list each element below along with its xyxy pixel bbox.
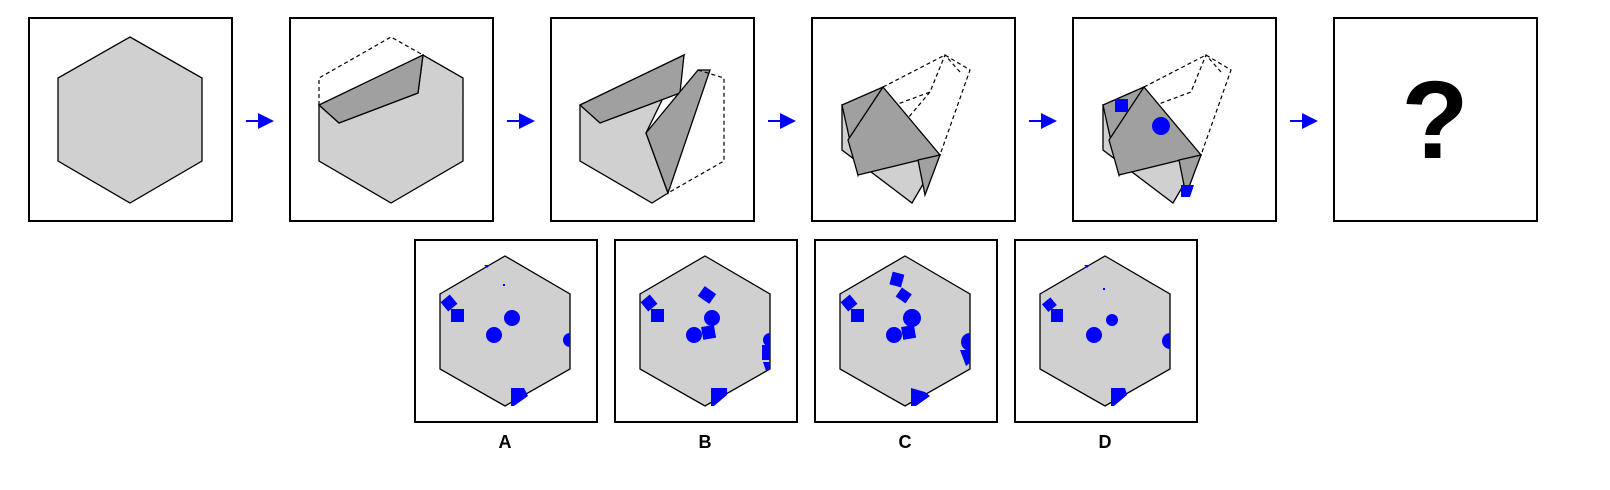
square-hole	[1115, 99, 1128, 112]
square-hole	[960, 350, 970, 366]
circle-hole	[504, 310, 520, 326]
circle-hole	[1106, 314, 1118, 326]
square-hole	[1051, 309, 1063, 322]
circle-hole	[704, 310, 720, 326]
fold-outline	[882, 54, 971, 156]
option-label: A	[499, 432, 512, 452]
square-hole	[911, 388, 930, 406]
hexagon-paper	[57, 36, 203, 204]
square-hole	[440, 294, 458, 312]
folded-flap	[645, 69, 711, 195]
square-hole	[697, 286, 717, 304]
square-hole	[1041, 297, 1057, 313]
question-panel: ?	[1333, 17, 1538, 222]
square-hole	[1111, 388, 1127, 406]
fold-outline	[667, 69, 725, 194]
option-b[interactable]: B	[614, 239, 798, 452]
step-4-panel	[811, 17, 1016, 222]
step-3-panel	[550, 17, 755, 222]
square-hole	[889, 271, 905, 288]
step-2-panel	[289, 17, 494, 222]
circle-hole	[961, 333, 970, 351]
square-hole	[701, 324, 717, 340]
square-hole	[901, 324, 917, 340]
circle-hole	[1086, 327, 1102, 343]
square-hole	[711, 388, 727, 406]
square-hole	[1181, 185, 1194, 197]
circle-hole	[763, 333, 770, 347]
option-a[interactable]: A	[414, 239, 598, 452]
fold-outline	[318, 36, 424, 105]
circle-hole	[903, 309, 921, 327]
option-d[interactable]: D	[1014, 239, 1198, 452]
folded-flap	[847, 85, 942, 176]
square-hole	[840, 294, 858, 312]
circle-hole	[1162, 333, 1170, 349]
square-hole	[895, 287, 912, 304]
option-label: B	[699, 432, 712, 452]
square-hole	[851, 309, 864, 322]
circle-hole	[486, 327, 502, 343]
square-hole	[651, 309, 664, 322]
circle-hole	[1152, 117, 1170, 135]
circle-hole	[686, 327, 702, 343]
square-hole	[640, 294, 658, 312]
circle-hole	[886, 327, 902, 343]
square-hole	[511, 388, 528, 406]
square-hole	[451, 309, 464, 322]
step-1-panel	[28, 17, 233, 222]
square-hole	[762, 345, 770, 360]
circle-hole	[563, 333, 570, 347]
option-label: D	[1099, 432, 1112, 452]
hexagon-paper	[439, 255, 571, 407]
step-5-panel	[1072, 17, 1277, 222]
option-c[interactable]: C	[814, 239, 998, 452]
question-mark: ?	[1401, 59, 1468, 182]
option-label: C	[899, 432, 912, 452]
folded-flap	[317, 53, 424, 124]
hexagon-paper	[1039, 255, 1171, 407]
